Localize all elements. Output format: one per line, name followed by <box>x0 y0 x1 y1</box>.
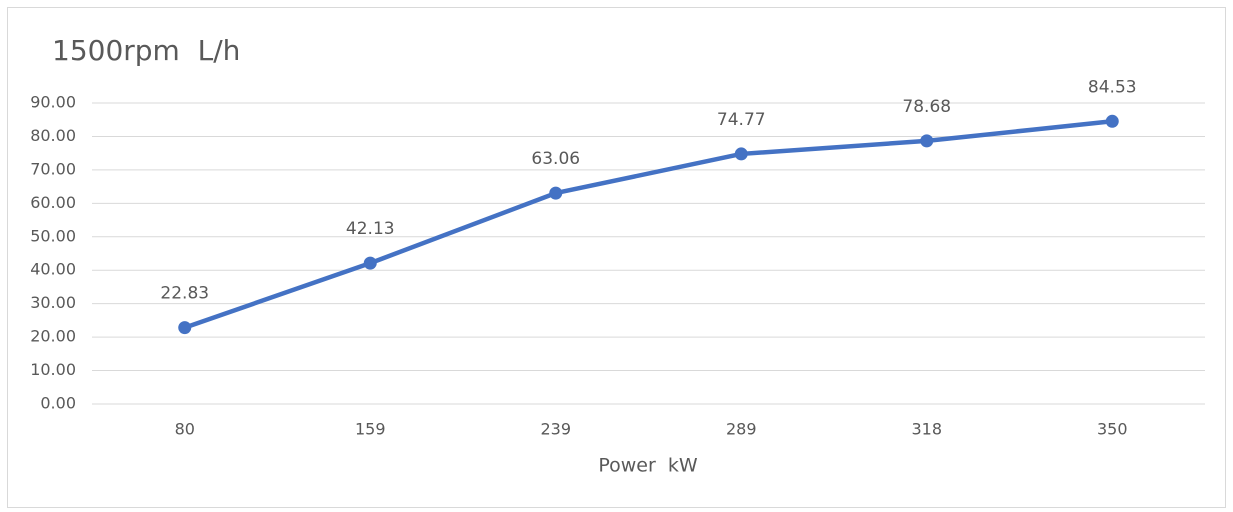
x-tick-label: 289 <box>726 420 757 439</box>
x-tick-label: 159 <box>355 420 386 439</box>
data-label: 22.83 <box>160 284 209 304</box>
data-label: 84.53 <box>1088 77 1137 97</box>
y-tick-label: 90.00 <box>30 93 76 112</box>
chart-title: 1500rpm L/h <box>52 34 240 67</box>
y-tick-label: 80.00 <box>30 126 76 145</box>
marker <box>549 186 563 200</box>
y-tick-label: 50.00 <box>30 226 76 245</box>
y-tick-label: 10.00 <box>30 360 76 379</box>
data-label: 74.77 <box>717 110 766 130</box>
x-tick-label: 350 <box>1097 420 1128 439</box>
y-tick-label: 0.00 <box>40 394 76 413</box>
marker <box>363 256 377 270</box>
line <box>184 119 1113 330</box>
marker <box>734 147 748 161</box>
marker <box>920 134 934 148</box>
data-label: 42.13 <box>346 219 395 239</box>
marker <box>178 321 192 335</box>
y-tick-label: 20.00 <box>30 327 76 346</box>
data-label: 63.06 <box>531 149 580 169</box>
x-tick-label: 318 <box>911 420 942 439</box>
x-axis-title: Power kW <box>598 455 698 477</box>
y-tick-label: 70.00 <box>30 159 76 178</box>
y-tick-label: 30.00 <box>30 293 76 312</box>
x-tick-label: 80 <box>175 420 195 439</box>
y-tick-label: 60.00 <box>30 193 76 212</box>
x-tick-label: 239 <box>540 420 571 439</box>
y-tick-label: 40.00 <box>30 260 76 279</box>
marker <box>1105 114 1119 128</box>
chart-border <box>7 7 1226 508</box>
data-label: 78.68 <box>902 97 951 117</box>
